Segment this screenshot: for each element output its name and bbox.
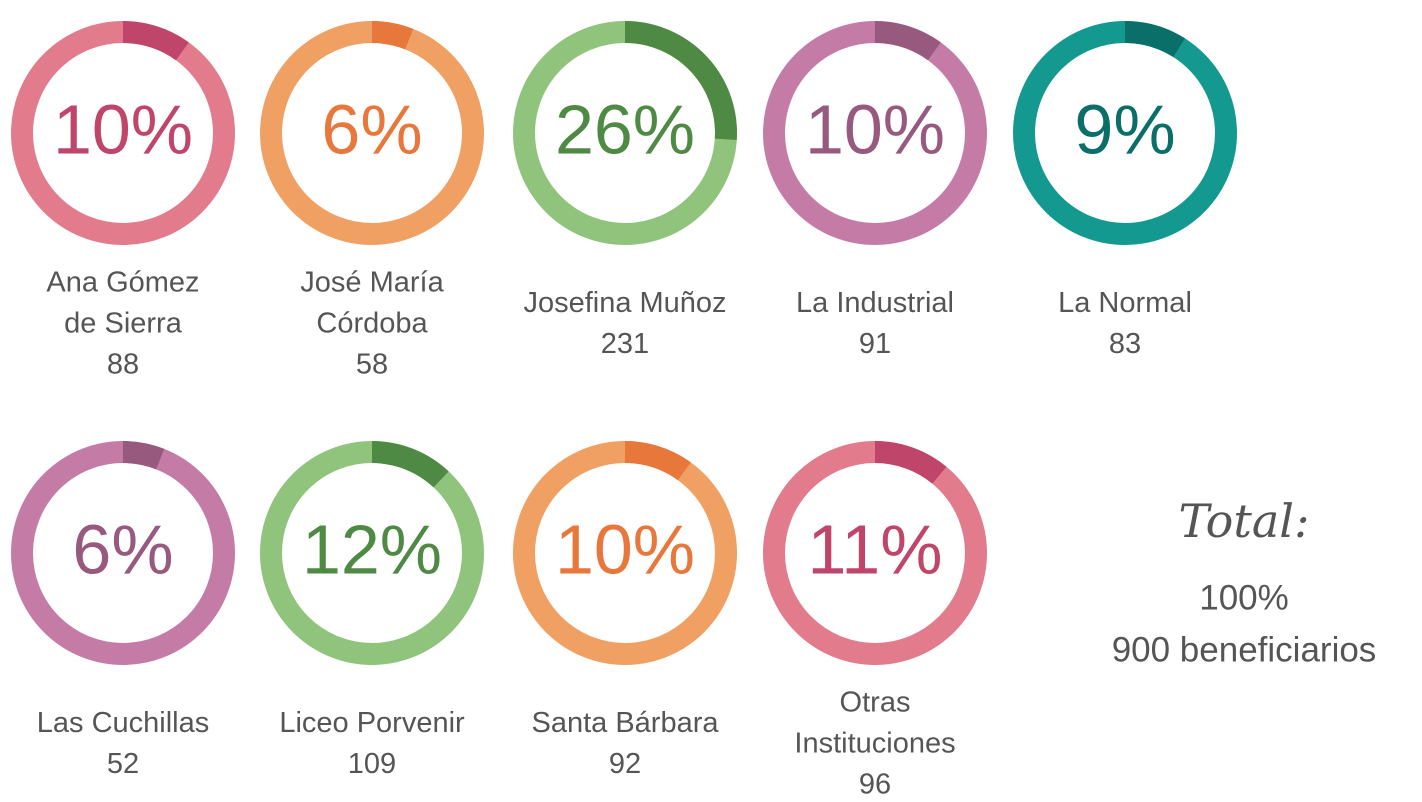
donut-segment [624,21,737,141]
institution-name: Liceo Porvenir [279,707,465,739]
donut-segment [874,441,947,484]
beneficiary-count: 58 [356,349,388,381]
donut-segment [371,441,449,488]
percent-label: 10% [555,510,695,588]
beneficiary-count: 109 [348,748,396,780]
percent-label: 10% [805,90,945,168]
percent-label: 6% [72,510,173,588]
donut-segment [624,441,691,481]
percent-label: 10% [53,90,193,168]
institution-name: Santa Bárbara [531,707,719,739]
institution-name: Las Cuchillas [37,707,209,739]
beneficiary-count: 83 [1109,328,1141,360]
institution-name: La Industrial [796,287,954,319]
institution-name: Instituciones [794,728,955,760]
donut-segment [1124,21,1186,58]
institution-name: La Normal [1058,287,1192,319]
donut-segment [371,21,414,50]
percent-label: 9% [1074,90,1175,168]
percent-label: 6% [321,90,422,168]
donut-segment [122,441,165,470]
percent-label: 11% [808,510,943,588]
percent-label: 12% [302,510,442,588]
beneficiary-count: 52 [107,748,139,780]
donut-segment [874,21,941,61]
beneficiary-count: 88 [107,349,139,381]
percent-label: 26% [555,90,695,168]
institution-name: Josefina Muñoz [523,287,726,319]
beneficiary-count: 92 [609,748,641,780]
beneficiary-count: 96 [859,769,891,801]
donut-segment [122,21,189,61]
institution-name: de Sierra [64,308,183,340]
total-count: 900 beneficiarios [1112,630,1377,669]
institution-name: Córdoba [316,308,428,340]
institution-name: José María [300,267,444,299]
beneficiary-count: 91 [859,328,891,360]
institution-name: Ana Gómez [46,267,199,299]
total-title: Total: [1179,494,1310,548]
beneficiary-count: 231 [601,328,649,360]
total-percent: 100% [1199,578,1289,617]
institution-name: Otras [840,687,911,719]
